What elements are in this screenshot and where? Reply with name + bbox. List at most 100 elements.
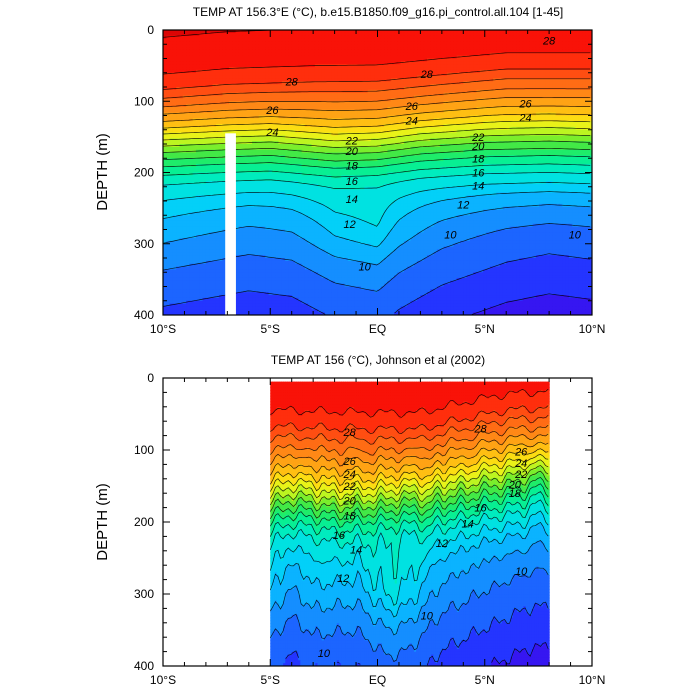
contour-cell <box>559 106 563 111</box>
contour-cell <box>585 55 590 60</box>
contour-cell <box>582 135 586 139</box>
contour-cell <box>265 138 270 142</box>
contour-cell <box>331 67 336 71</box>
contour-cell <box>361 67 365 71</box>
contour-cell <box>463 58 468 62</box>
contour-cell <box>516 92 520 97</box>
contour-cell <box>288 47 293 51</box>
contour-cell <box>219 126 223 131</box>
contour-cell <box>539 98 544 102</box>
contour-cell <box>341 124 346 128</box>
contour-cell <box>301 115 306 119</box>
contour-cell <box>486 132 491 137</box>
contour-cell <box>542 44 547 48</box>
contour-cell <box>493 89 497 94</box>
contour-cell <box>176 129 181 134</box>
contour-cell <box>529 61 534 65</box>
contour-cell <box>268 58 273 62</box>
contour-cell <box>163 95 167 99</box>
contour-cell <box>291 101 296 105</box>
contour-cell <box>370 44 375 48</box>
contour-cell <box>486 84 491 88</box>
contour-cell <box>235 109 240 114</box>
contour-cell <box>311 129 316 134</box>
contour-cell <box>202 47 207 51</box>
contour-cell <box>526 121 530 125</box>
contour-cell <box>182 84 187 88</box>
contour-cell <box>407 129 412 134</box>
contour-cell <box>549 38 553 42</box>
contour-cell <box>519 47 524 51</box>
contour-cell <box>205 95 210 99</box>
contour-cell <box>232 95 237 99</box>
contour-cell <box>446 55 451 60</box>
contour-cell <box>163 121 167 125</box>
contour-cell <box>572 104 577 108</box>
contour-cell <box>222 38 227 42</box>
contour-cell <box>430 38 435 42</box>
contour-cell <box>578 32 583 37</box>
contour-cell <box>417 64 421 68</box>
contour-cell <box>304 132 309 137</box>
contour-cell <box>502 92 507 97</box>
contour-cell <box>400 32 405 37</box>
contour-cell <box>245 95 250 99</box>
contour-cell <box>384 101 388 105</box>
contour-cell <box>575 101 580 105</box>
contour-cell <box>377 35 382 40</box>
contour-cell <box>489 44 494 48</box>
contour-cell <box>565 101 570 105</box>
contour-cell <box>519 104 524 108</box>
contour-cell <box>255 47 260 51</box>
contour-cell <box>367 115 372 119</box>
contour-cell <box>324 81 329 85</box>
contour-cell <box>575 52 580 57</box>
contour-cell <box>205 118 210 122</box>
contour-cell <box>423 95 428 99</box>
contour-cell <box>578 58 583 62</box>
contour-cell <box>196 129 200 134</box>
contour-cell <box>209 47 214 51</box>
contour-cell <box>427 55 431 60</box>
contour-cell <box>212 38 217 42</box>
contour-cell <box>423 52 428 57</box>
contour-cell <box>572 44 577 48</box>
contour-cell <box>400 55 405 60</box>
contour-cell <box>476 52 481 57</box>
contour-cell <box>387 32 392 37</box>
contour-cell <box>572 64 577 68</box>
contour-cell <box>403 47 408 51</box>
contour-cell <box>410 115 415 119</box>
contour-cell <box>463 35 468 40</box>
contour-cell <box>502 47 507 51</box>
contour-cell <box>186 67 190 71</box>
contour-cell <box>166 92 171 97</box>
contour-cell <box>301 32 306 37</box>
contour-cell <box>255 78 260 82</box>
contour-cell <box>334 129 339 134</box>
contour-cell <box>526 132 530 137</box>
contour-cell <box>199 41 204 45</box>
contour-cell <box>469 78 474 82</box>
contour-cell <box>532 106 537 111</box>
contour-cell <box>248 75 253 80</box>
contour-cell <box>318 118 322 122</box>
contour-cell <box>588 44 592 48</box>
contour-cell <box>328 35 332 40</box>
contour-cell <box>238 126 243 131</box>
contour-cell <box>199 95 204 99</box>
contour-cell <box>552 106 557 111</box>
contour-cell <box>407 84 412 88</box>
contour-cell <box>539 81 544 85</box>
contour-cell <box>189 112 194 117</box>
contour-cell <box>219 61 223 65</box>
contour-cell <box>446 87 451 91</box>
contour-cell <box>265 98 270 102</box>
contour-cell <box>377 115 382 119</box>
contour-cell <box>407 81 412 85</box>
contour-cell <box>304 104 309 108</box>
contour-cell <box>262 41 266 45</box>
contour-cell <box>502 124 507 128</box>
contour-cell <box>532 49 537 54</box>
contour-cell <box>265 118 270 122</box>
